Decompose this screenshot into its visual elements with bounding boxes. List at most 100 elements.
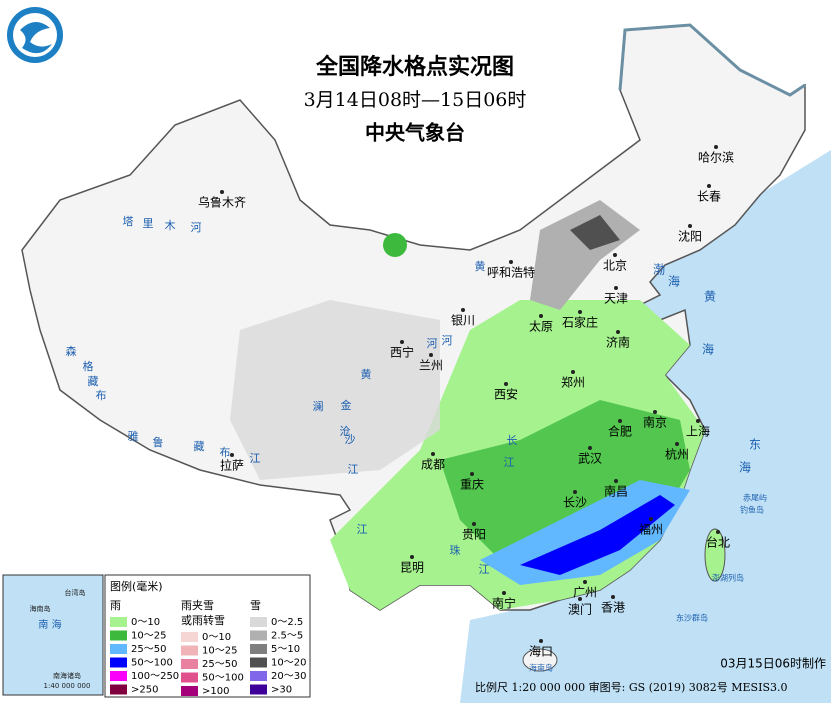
legend-swatch — [110, 684, 127, 695]
city-dot — [220, 190, 224, 194]
river-label: 沧 — [340, 424, 351, 438]
city-label: 南昌 — [604, 484, 628, 499]
city-label: 昆明 — [400, 561, 424, 575]
legend-swatch — [181, 672, 198, 683]
precip-shapes — [230, 200, 705, 610]
city-dot — [472, 522, 476, 526]
city-label: 拉萨 — [220, 458, 244, 473]
legend-label: 5～10 — [271, 644, 300, 655]
city-dot — [571, 370, 575, 374]
sea — [460, 150, 831, 703]
city-dot — [461, 308, 465, 312]
legend-swatch — [250, 657, 267, 668]
legend-swatch — [181, 632, 198, 642]
legend-swatch — [110, 671, 127, 681]
city-label: 海口 — [529, 644, 553, 659]
legend-label: 50～100 — [202, 673, 244, 684]
city-dot — [707, 184, 711, 188]
city-label: 杭州 — [665, 447, 689, 462]
city-dot — [400, 340, 404, 344]
city-dot — [578, 310, 582, 314]
legend-swatch — [110, 630, 127, 641]
agency: 中央气象台 — [365, 121, 465, 145]
city-label: 天津 — [604, 292, 628, 306]
city-label: 沈阳 — [678, 229, 702, 244]
city-label: 西宁 — [390, 345, 414, 360]
legend-swatch — [250, 671, 267, 681]
river-label: 里 — [143, 217, 154, 230]
city-label: 济南 — [606, 335, 630, 350]
city-label: 重庆 — [460, 478, 484, 492]
city-label: 太原 — [529, 319, 553, 334]
legend-swatch — [181, 645, 198, 656]
river-label: 江 — [348, 463, 359, 476]
sea-label: 澎湖列岛 — [712, 573, 744, 583]
city-dot — [429, 353, 433, 357]
river-label: 珠 — [450, 543, 461, 557]
river-label: 江 — [357, 523, 368, 536]
river-label: 布 — [220, 446, 231, 459]
inset-label: 海南岛 — [30, 604, 51, 613]
city-dot — [588, 446, 592, 450]
legend-group: 雨夹雪 — [181, 599, 214, 612]
city-dot — [714, 145, 718, 149]
city-dot — [573, 490, 577, 494]
river-label: 江 — [504, 456, 515, 469]
river-label: 河 — [427, 337, 438, 350]
city-dot — [613, 253, 617, 257]
rain-spot — [383, 233, 407, 257]
city-dot — [410, 555, 414, 559]
legend-swatch — [110, 617, 127, 627]
sea-label: 海 — [668, 274, 680, 289]
sea-label: 海 — [739, 460, 751, 475]
river-label: 江 — [479, 563, 490, 576]
snow-light — [230, 300, 440, 480]
inset-label: 南 海 — [38, 618, 61, 631]
rain-heavy — [480, 480, 690, 585]
sea-label: 赤尾屿 — [743, 494, 767, 503]
legend-group: 雪 — [250, 599, 261, 612]
river-label: 藏 — [88, 375, 99, 388]
legend-note: 或雨转雪 — [181, 613, 225, 627]
river-label: 塔 — [123, 215, 134, 228]
city-label: 兰州 — [419, 359, 443, 373]
city-label: 上海 — [686, 424, 710, 439]
city-label: 乌鲁木齐 — [198, 195, 246, 210]
city-label: 贵阳 — [462, 528, 486, 542]
legend-label: 0～10 — [131, 617, 160, 628]
city-label: 北京 — [603, 259, 627, 273]
city-label: 合肥 — [608, 424, 632, 439]
city-dot — [509, 260, 513, 264]
logo — [7, 7, 63, 63]
city-dot — [583, 580, 587, 584]
city-dot — [502, 591, 506, 595]
legend-label: >250 — [131, 685, 158, 696]
city-dot — [578, 597, 582, 601]
legend-label: 10～25 — [202, 646, 237, 657]
legend-swatch — [250, 644, 267, 654]
legend-title: 图例(毫米) — [110, 579, 163, 593]
legend-swatch — [181, 659, 198, 669]
city-label: 南京 — [643, 415, 667, 430]
inset-label: 南海诸岛 — [53, 671, 81, 680]
sea-label: 渤 — [653, 263, 665, 277]
legend-swatch — [110, 657, 127, 668]
sea-label: 钓鱼岛 — [740, 505, 764, 515]
city-label: 广州 — [573, 586, 597, 600]
legend-label: 50～100 — [131, 658, 173, 669]
river-label: 布 — [96, 389, 107, 402]
legend-label: 0～10 — [202, 632, 231, 643]
sea-label: 海南岛 — [529, 663, 553, 673]
city-dot — [716, 530, 720, 534]
legend-swatch — [250, 630, 267, 641]
city-dot — [539, 314, 543, 318]
city-dot — [614, 479, 618, 483]
city-dot — [539, 639, 543, 643]
river-label: 藏 — [194, 440, 205, 453]
legend-swatch — [250, 617, 267, 627]
city-label: 香港 — [601, 601, 625, 615]
scale-note: 比例尺 1:20 000 000 审图号: GS (2019) 3082号 ME… — [475, 680, 787, 694]
legend-label: 25～50 — [202, 659, 237, 670]
inset-label: 台湾岛 — [65, 588, 86, 597]
river-label: 木 — [165, 219, 176, 232]
